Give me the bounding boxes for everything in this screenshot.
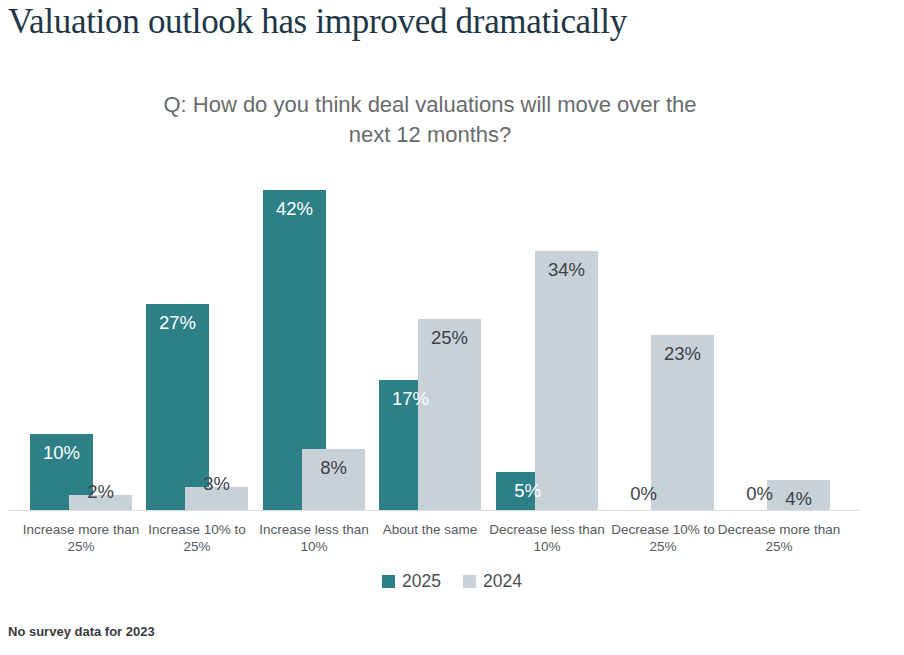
value-label-2024: 8% [302, 458, 365, 477]
slide: Valuation outlook has improved dramatica… [0, 0, 904, 655]
chart-question-line1: Q: How do you think deal valuations will… [163, 92, 696, 117]
category-axis: Increase more than 25%Increase 10% to 25… [0, 521, 904, 565]
category-label: Decrease more than 25% [717, 521, 841, 555]
value-label-2024: 25% [418, 328, 481, 347]
category-label: Increase less than 10% [252, 521, 376, 555]
value-label-2024: 23% [651, 344, 714, 363]
chart-question-line2: next 12 months? [349, 122, 512, 147]
x-axis-line [8, 510, 860, 511]
legend-swatch-2025 [382, 575, 395, 588]
page-title: Valuation outlook has improved dramatica… [8, 2, 888, 42]
legend-item-2025: 2025 [382, 571, 441, 592]
value-label-2024: 4% [767, 489, 830, 508]
value-label-2024: 2% [69, 482, 132, 501]
legend-item-2024: 2024 [463, 571, 522, 592]
value-label-2025: 17% [379, 389, 442, 408]
value-label-2024: 34% [535, 260, 598, 279]
legend: 2025 2024 [0, 570, 904, 592]
value-label-2025: 42% [263, 199, 326, 218]
category-label: Decrease 10% to 25% [601, 521, 725, 555]
bar-chart: 10%2%27%3%42%8%17%25%5%34%0%23%0%4% [0, 159, 904, 511]
category-label: Increase 10% to 25% [135, 521, 259, 555]
category-label: About the same [368, 521, 492, 538]
value-label-2025: 0% [612, 484, 675, 503]
value-label-2025: 27% [146, 313, 209, 332]
value-label-2025: 5% [496, 481, 559, 500]
value-label-2024: 3% [185, 474, 248, 493]
legend-swatch-2024 [463, 575, 476, 588]
legend-label-2024: 2024 [483, 571, 522, 592]
bar-2024 [535, 251, 598, 510]
footnote: No survey data for 2023 [8, 624, 155, 639]
chart-question: Q: How do you think deal valuations will… [120, 90, 740, 150]
category-label: Increase more than 25% [19, 521, 143, 555]
legend-label-2025: 2025 [402, 571, 441, 592]
value-label-2025: 10% [30, 443, 93, 462]
category-label: Decrease less than 10% [485, 521, 609, 555]
